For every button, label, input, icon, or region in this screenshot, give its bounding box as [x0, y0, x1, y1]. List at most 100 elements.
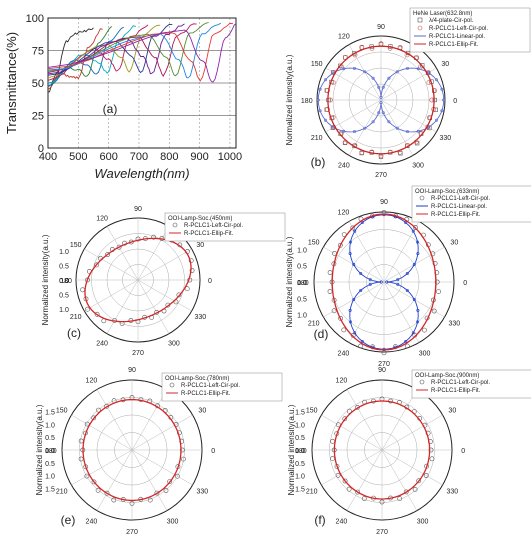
- polar-spoke: [137, 279, 170, 334]
- angle-label: 330: [446, 489, 458, 496]
- polar-spoke: [131, 449, 168, 511]
- angle-label: 0: [211, 448, 215, 455]
- polar-spoke: [346, 449, 383, 511]
- angle-label: 180: [301, 98, 313, 105]
- angle-label: 270: [378, 361, 390, 368]
- series-point: [151, 234, 156, 240]
- legend-swatch: [417, 25, 423, 31]
- legend-box: [164, 212, 286, 242]
- series-point: [413, 225, 418, 230]
- angle-label: 0: [208, 278, 212, 285]
- series-point: [368, 282, 372, 286]
- x-tick-label: 500: [69, 151, 87, 163]
- series-point: [104, 490, 110, 496]
- polar-spoke: [321, 414, 383, 451]
- series-point: [396, 282, 400, 286]
- series-point: [154, 490, 160, 496]
- polar-spoke: [131, 389, 168, 451]
- series-point: [174, 473, 180, 479]
- angle-label: 330: [439, 135, 451, 142]
- legend-entry: R-PCLC1-Ellip-Fit.: [181, 391, 231, 397]
- legend-title: HeNe Laser(632.8nm): [413, 11, 472, 17]
- panel-f: 03060901201501802102402703003300.00.00.5…: [287, 367, 531, 536]
- angle-label: 150: [70, 242, 82, 249]
- radial-tick-label: 1.5: [45, 410, 55, 417]
- series-point: [369, 46, 375, 51]
- panel-label: (e): [61, 513, 76, 527]
- polar-spoke: [84, 279, 139, 312]
- angle-label: 30: [448, 407, 456, 414]
- series-point: [91, 415, 97, 421]
- series-point: [404, 339, 408, 343]
- legend-box: [411, 369, 531, 399]
- radial-tick-label: 1.0: [59, 249, 69, 256]
- angle-label: 300: [167, 518, 179, 525]
- series-point: [129, 500, 135, 506]
- series-line: [82, 398, 182, 502]
- series-point: [346, 408, 352, 414]
- legend-title: OOI-Lamp-Soc.(780nm): [165, 376, 229, 382]
- series-point: [377, 111, 381, 115]
- radial-tick-label: 1.0: [45, 474, 55, 481]
- series-point: [397, 496, 403, 502]
- polar-spoke: [71, 414, 133, 451]
- radial-tick-label: 0.0: [295, 448, 305, 455]
- series-point: [379, 101, 383, 105]
- angle-label: 0: [463, 280, 467, 287]
- series-point: [405, 66, 409, 70]
- radial-tick-label: 0.0: [45, 448, 55, 455]
- legend-entry: R-PCLC1-Left-Cir-pol.: [429, 26, 488, 32]
- series-point: [360, 221, 364, 225]
- series-point: [440, 87, 444, 91]
- series-point: [398, 151, 403, 156]
- series-point: [412, 486, 418, 492]
- series-point: [432, 260, 438, 266]
- series-point: [78, 456, 84, 462]
- series-point: [381, 85, 385, 89]
- angle-label: 300: [419, 350, 431, 357]
- panel-b: 0306090120150180210240270300330Normalize…: [285, 7, 531, 179]
- radial-tick-label: 1.5: [45, 487, 55, 494]
- legend-entry: R-PCLC1-Left-Cir-pol.: [181, 383, 240, 389]
- y-axis-label: Normalized intensity(a.u.): [287, 404, 296, 495]
- series-line: [47, 22, 209, 77]
- polar-spoke: [381, 414, 443, 451]
- y-tick-label: 100: [26, 13, 44, 25]
- legend-box: [409, 7, 531, 53]
- series-point: [416, 252, 420, 256]
- series-point: [348, 252, 352, 256]
- polar-spoke: [96, 389, 133, 451]
- angle-label: 30: [441, 61, 449, 68]
- polar-spoke: [321, 449, 383, 486]
- x-tick-label: 700: [130, 151, 148, 163]
- angle-label: 240: [338, 350, 350, 357]
- series-point: [387, 120, 391, 124]
- series-point: [348, 240, 352, 244]
- radial-tick-label: 0.0: [59, 278, 69, 285]
- series-point: [404, 221, 408, 225]
- series-line: [47, 28, 103, 90]
- legend-entry: R-PCLC1-Left-Cir-pol.: [431, 380, 490, 386]
- series-point: [431, 88, 437, 93]
- series-line: [333, 400, 431, 500]
- radial-tick-label: 0.0: [297, 280, 307, 287]
- radial-tick-label: 1.0: [297, 247, 307, 254]
- series-point: [387, 45, 393, 51]
- radial-tick-label: 1.0: [295, 474, 305, 481]
- series-point: [327, 289, 333, 294]
- series-point: [350, 225, 356, 231]
- series-point: [330, 438, 335, 444]
- legend-entry: R-PCLC1-Ellip-Fit.: [431, 212, 481, 218]
- angle-label: 90: [378, 367, 386, 374]
- series-point: [163, 488, 169, 493]
- series-point: [338, 63, 343, 68]
- legend-box: [161, 372, 283, 402]
- angle-label: 330: [448, 321, 460, 328]
- radial-tick-label: 0.5: [59, 292, 69, 299]
- series-point: [96, 407, 101, 413]
- legend-entry: R-PCLC1-Ellip-Fit.: [431, 388, 481, 394]
- x-tick-label: 400: [39, 151, 57, 163]
- y-axis-label: Normalized intensity(a.u.): [285, 54, 294, 145]
- panel-label: (a): [103, 102, 118, 116]
